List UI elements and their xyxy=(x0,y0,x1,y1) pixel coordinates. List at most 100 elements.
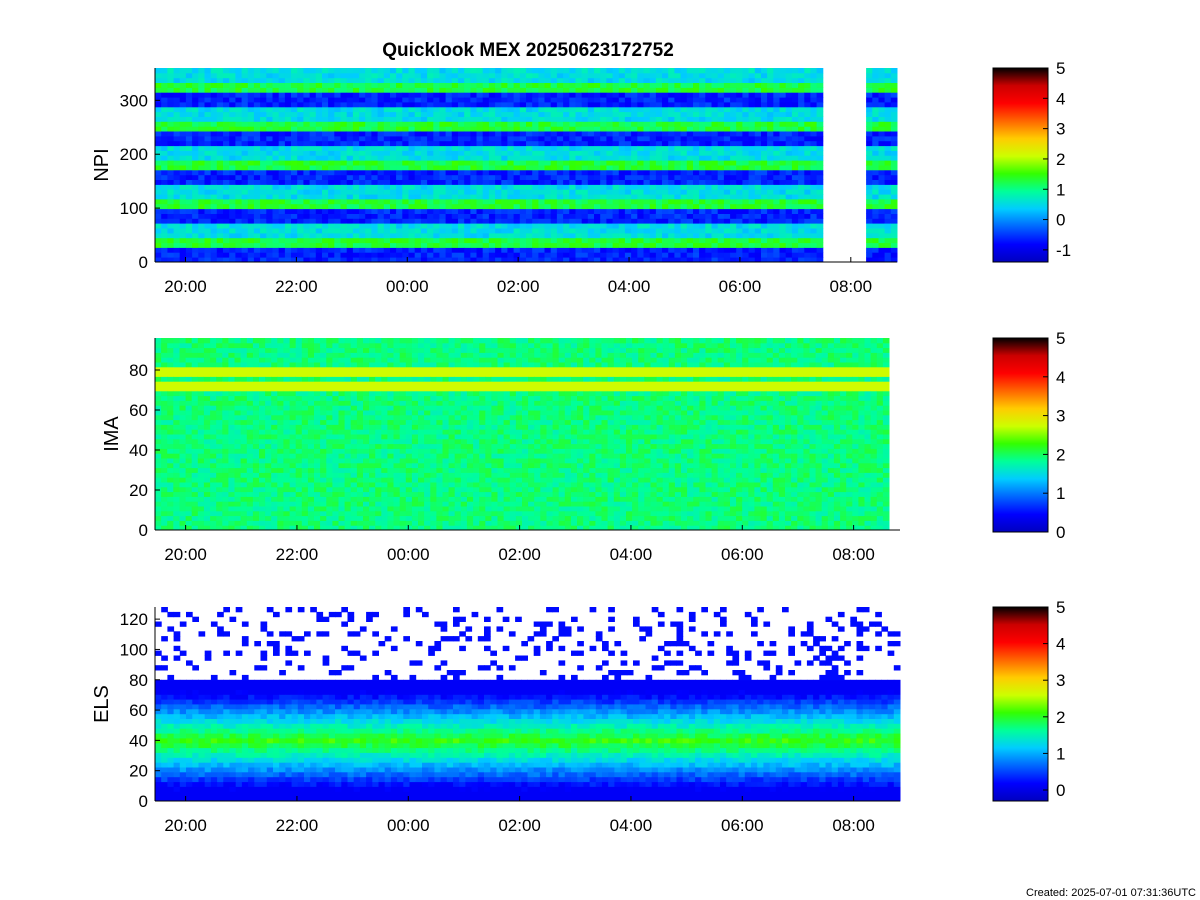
spectrogram-cell xyxy=(686,179,694,185)
spectrogram-cell xyxy=(155,419,162,425)
spectrogram-cell xyxy=(396,135,403,142)
spectrogram-cell xyxy=(538,106,546,113)
spectrogram-cell xyxy=(371,92,379,98)
spectrogram-cell xyxy=(513,102,521,108)
spectrogram-cell xyxy=(878,92,886,98)
spectrogram-cell xyxy=(253,203,261,210)
spectrogram-cell xyxy=(458,140,465,147)
spectrogram-cell xyxy=(197,424,205,430)
spectrogram-cell xyxy=(742,213,750,219)
spectrogram-cell xyxy=(328,237,335,244)
spectrogram-cell xyxy=(507,102,515,108)
spectrogram-cell xyxy=(179,111,187,117)
spectrogram-cell xyxy=(210,414,217,421)
spectrogram-cell xyxy=(291,111,298,117)
spectrogram-cell xyxy=(699,189,706,195)
spectrogram-cell xyxy=(730,198,737,205)
spectrogram-cell xyxy=(185,501,193,507)
spectrogram-cell xyxy=(618,116,626,122)
spectrogram-cell xyxy=(191,434,199,440)
spectrogram-cell xyxy=(445,218,453,224)
spectrogram-cell xyxy=(241,169,249,176)
spectrogram-cell xyxy=(544,111,552,117)
spectrogram-cell xyxy=(884,155,892,161)
spectrogram-cell xyxy=(501,223,508,229)
spectrogram-cell xyxy=(890,223,898,229)
spectrogram-cell xyxy=(754,77,762,83)
spectrogram-cell xyxy=(563,111,570,117)
spectrogram-cell xyxy=(291,208,298,214)
spectrogram-cell xyxy=(185,443,193,449)
spectrogram-cell xyxy=(445,228,453,234)
spectrogram-cell xyxy=(730,213,737,219)
spectrogram-cell xyxy=(785,228,793,234)
spectrogram-cell xyxy=(155,111,162,117)
spectrogram-cell xyxy=(532,150,539,156)
spectrogram-cell xyxy=(297,135,304,142)
spectrogram-cell xyxy=(711,106,719,113)
x-tick-label: 20:00 xyxy=(164,277,207,296)
spectrogram-cell xyxy=(390,92,397,98)
spectrogram-cell xyxy=(223,184,230,190)
spectrogram-cell xyxy=(556,97,564,103)
spectrogram-cell xyxy=(488,106,496,113)
spectrogram-cell xyxy=(229,121,236,127)
spectrogram-cell xyxy=(334,189,341,195)
spectrogram-cell xyxy=(699,203,706,210)
spectrogram-cell xyxy=(414,135,422,142)
spectrogram-cell xyxy=(736,160,743,166)
spectrogram-cell xyxy=(161,352,168,358)
spectrogram-cell xyxy=(383,106,391,113)
spectrogram-cell xyxy=(272,126,280,132)
spectrogram-cell xyxy=(284,174,292,180)
spectrogram-cell xyxy=(297,184,304,190)
spectrogram-cell xyxy=(575,87,583,93)
spectrogram-cell xyxy=(315,257,323,263)
spectrogram-cell xyxy=(779,97,787,103)
spectrogram-cell xyxy=(655,194,663,200)
spectrogram-cell xyxy=(427,116,434,122)
spectrogram-cell xyxy=(594,198,601,205)
spectrogram-cell xyxy=(680,102,688,108)
spectrogram-cell xyxy=(730,165,737,171)
spectrogram-cell xyxy=(476,189,484,195)
spectrogram-cell xyxy=(222,520,229,526)
spectrogram-cell xyxy=(878,203,886,210)
spectrogram-cell xyxy=(197,381,205,387)
spectrogram-cell xyxy=(390,150,397,156)
spectrogram-cell xyxy=(458,252,465,258)
spectrogram-cell xyxy=(791,228,799,234)
spectrogram-cell xyxy=(352,116,360,122)
spectrogram-cell xyxy=(198,203,205,210)
spectrogram-cell xyxy=(439,150,447,156)
spectrogram-cell xyxy=(179,232,187,239)
spectrogram-cell xyxy=(458,257,465,263)
spectrogram-cell xyxy=(779,92,787,98)
spectrogram-cell xyxy=(563,145,570,151)
spectrogram-cell xyxy=(581,126,589,132)
spectrogram-cell xyxy=(575,131,583,137)
spectrogram-cell xyxy=(185,458,193,464)
spectrogram-cell xyxy=(569,92,576,98)
spectrogram-cell xyxy=(581,116,589,122)
spectrogram-cell xyxy=(587,208,595,214)
spectrogram-cell xyxy=(266,131,273,137)
spectrogram-cell xyxy=(155,203,162,210)
spectrogram-cell xyxy=(167,232,175,239)
spectrogram-cell xyxy=(241,203,249,210)
spectrogram-cell xyxy=(204,165,212,171)
spectrogram-cell xyxy=(736,184,743,190)
spectrogram-cell xyxy=(532,169,539,176)
spectrogram-cell xyxy=(878,257,886,263)
spectrogram-cell xyxy=(322,92,329,98)
spectrogram-cell xyxy=(458,189,465,195)
spectrogram-cell xyxy=(161,462,168,469)
spectrogram-cell xyxy=(890,92,898,98)
spectrogram-cell xyxy=(197,342,205,349)
spectrogram-cell xyxy=(173,257,181,263)
spectrogram-cell xyxy=(742,228,750,234)
spectrogram-cell xyxy=(884,165,892,171)
spectrogram-cell xyxy=(210,362,217,368)
spectrogram-cell xyxy=(173,228,181,234)
spectrogram-cell xyxy=(612,257,620,263)
